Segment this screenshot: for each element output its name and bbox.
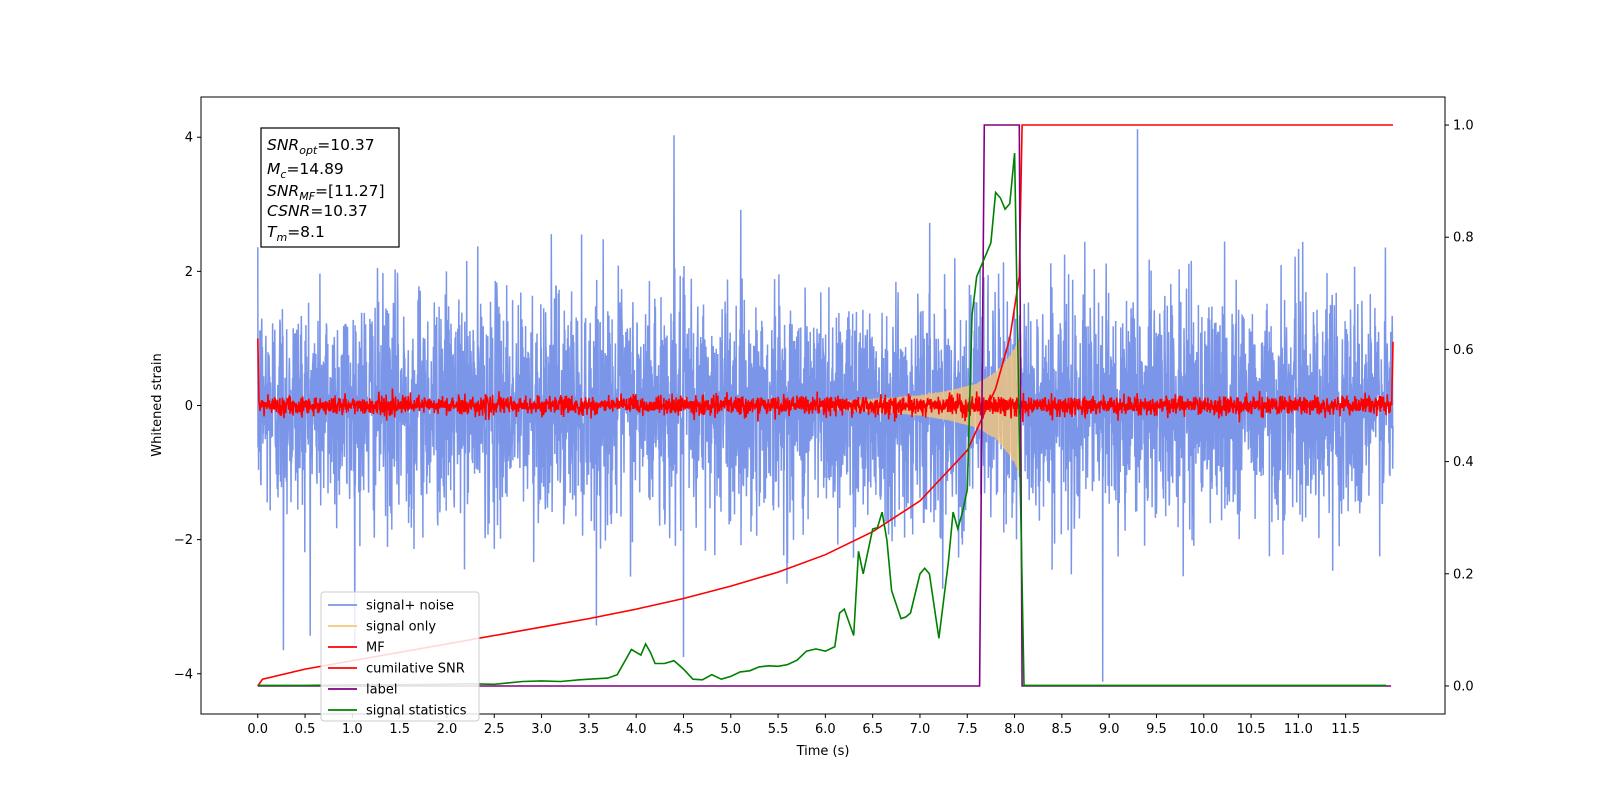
- x-tick-label: 3.0: [531, 722, 552, 737]
- x-tick-label: 2.0: [437, 722, 458, 737]
- legend-frame: [320, 591, 480, 722]
- x-tick-label: 10.0: [1189, 722, 1218, 737]
- legend-label: label: [366, 683, 397, 698]
- y-axis-title: Whitened strain: [150, 353, 165, 456]
- y-right-tick-label: 0.8: [1453, 231, 1474, 246]
- x-tick-label: 0.0: [247, 722, 268, 737]
- x-tick-label: 4.5: [673, 722, 694, 737]
- x-tick-label: 2.5: [484, 722, 505, 737]
- info-box-frame: [260, 127, 400, 248]
- y-left-tick-label: −4: [174, 667, 193, 682]
- x-tick-label: 1.5: [389, 722, 410, 737]
- info-box: SNRopt=10.37 Mc=14.89 SNRMF=[11.27] CSNR…: [260, 127, 400, 248]
- info-mc: Mc=14.89: [267, 160, 344, 181]
- x-tick-label: 9.0: [1099, 722, 1120, 737]
- series-signal-statistics-line: [257, 153, 1387, 687]
- y-right-tick-label: 0.4: [1453, 455, 1474, 470]
- y-right-tick-label: 0.0: [1453, 679, 1474, 694]
- x-axis: 0.0 0.5 1.0 1.5 2.0 2.5 3.0 3.5 4.0 4.5 5.0 5.5 6.0 6…: [247, 714, 1360, 737]
- info-tm: Tm=8.1: [267, 223, 325, 244]
- x-tick-label: 7.0: [910, 722, 931, 737]
- x-tick-label: 11.5: [1331, 722, 1360, 737]
- x-tick-label: 9.5: [1146, 722, 1167, 737]
- x-tick-label: 6.0: [815, 722, 836, 737]
- x-axis-title: Time (s): [796, 744, 850, 759]
- x-tick-label: 8.5: [1052, 722, 1073, 737]
- x-tick-label: 4.0: [626, 722, 647, 737]
- info-snr-mf: SNRMF=[11.27]: [267, 182, 385, 203]
- y-axis-left: 4 2 0 −2 −4: [174, 131, 201, 682]
- y-axis-right: 1.0 0.8 0.6 0.4 0.2 0.0: [1445, 119, 1474, 694]
- legend: signal+ noise signal only MF cumilative SNR…: [320, 591, 480, 722]
- x-tick-label: 0.5: [295, 722, 316, 737]
- x-tick-label: 3.5: [579, 722, 600, 737]
- x-tick-label: 5.5: [768, 722, 789, 737]
- y-right-tick-label: 0.2: [1453, 567, 1474, 582]
- y-right-tick-label: 1.0: [1453, 119, 1474, 134]
- x-tick-label: 10.5: [1237, 722, 1266, 737]
- legend-label: signal statistics: [366, 704, 467, 719]
- y-left-tick-label: 4: [185, 131, 193, 146]
- y-left-tick-label: 2: [185, 265, 193, 280]
- x-tick-label: 8.0: [1004, 722, 1025, 737]
- x-tick-label: 11.0: [1284, 722, 1313, 737]
- x-tick-label: 6.5: [862, 722, 883, 737]
- x-tick-label: 5.0: [720, 722, 741, 737]
- x-tick-label: 1.0: [342, 722, 363, 737]
- y-left-tick-label: 0: [185, 399, 193, 414]
- legend-label: MF: [366, 641, 385, 656]
- info-snr-opt: SNRopt=10.37: [267, 136, 375, 157]
- y-left-tick-label: −2: [174, 533, 193, 548]
- legend-label: cumilative SNR: [366, 662, 465, 677]
- x-tick-label: 7.5: [957, 722, 978, 737]
- legend-label: signal+ noise: [366, 599, 454, 614]
- legend-label: signal only: [366, 620, 436, 635]
- info-csnr: CSNR=10.37: [267, 202, 368, 220]
- y-right-tick-label: 0.6: [1453, 343, 1474, 358]
- series-mf-line: [257, 338, 1394, 423]
